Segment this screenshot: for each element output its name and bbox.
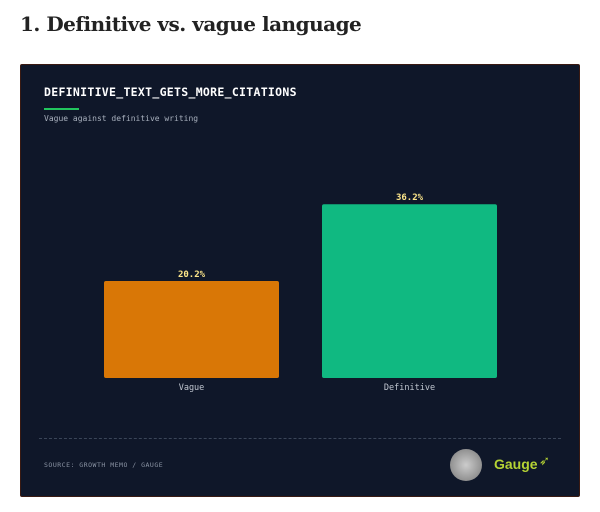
gauge-dog-icon: ➶ [539, 454, 550, 469]
section-heading: 1. Definitive vs. vague language [20, 12, 362, 36]
source-text: SOURCE: GROWTH MEMO / GAUGE [44, 461, 164, 469]
chart-card: DEFINITIVE_TEXT_GETS_MORE_CITATIONS Vagu… [20, 64, 580, 497]
data-label: 20.2% [178, 270, 206, 280]
gauge-logo: Gauge [494, 456, 538, 472]
category-label: Definitive [384, 383, 435, 393]
chart-subtitle: Vague against definitive writing [44, 114, 199, 123]
bar-vague [104, 281, 279, 378]
data-label: 36.2% [396, 193, 424, 203]
footer-divider [39, 438, 561, 439]
chart-title: DEFINITIVE_TEXT_GETS_MORE_CITATIONS [44, 85, 297, 99]
bar-definitive [322, 204, 497, 378]
bar-chart: 20.2% Vague 36.2% Definitive [104, 193, 497, 393]
title-accent-bar [44, 108, 79, 110]
growth-memo-badge-icon [450, 449, 482, 481]
category-label: Vague [179, 383, 205, 393]
